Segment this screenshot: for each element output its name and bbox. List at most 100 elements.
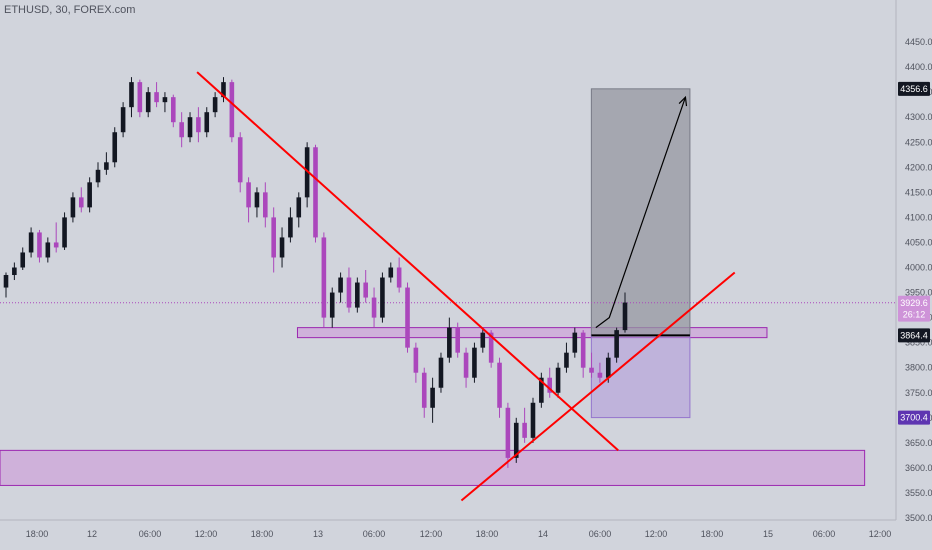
y-tick-label: 3950.0 (905, 288, 932, 298)
candle (254, 187, 260, 218)
candle (555, 362, 561, 398)
candle (120, 102, 126, 138)
candle (614, 327, 619, 363)
candle-body (304, 147, 310, 198)
y-tick-label: 3750.0 (905, 388, 932, 398)
price-label: 4356.6 (898, 81, 930, 96)
candle-body (472, 347, 477, 378)
candle-body (78, 197, 84, 208)
candle-body (28, 232, 34, 253)
y-tick-label: 4300.0 (905, 112, 932, 122)
candle (112, 127, 118, 168)
candle-body (112, 132, 118, 163)
candle-body (179, 122, 184, 138)
candle-body (522, 422, 527, 438)
candle (564, 342, 569, 373)
y-tick-label: 3550.0 (905, 488, 932, 498)
x-tick-label: 18:00 (26, 529, 49, 539)
symbol-label: ETHUSD, 30, FOREX.com (4, 4, 136, 16)
candle (204, 107, 210, 138)
candle (70, 192, 76, 223)
y-tick-label: 4050.0 (905, 237, 932, 247)
candle (145, 87, 151, 118)
support-zone-0 (296, 327, 768, 339)
candle (137, 79, 143, 118)
candle-body (87, 182, 92, 208)
candle-body (413, 347, 419, 373)
candle-body (338, 277, 343, 293)
candle-body (329, 292, 335, 318)
candle-body (204, 112, 210, 133)
candle-body (572, 332, 578, 353)
y-tick-label: 4000.0 (905, 263, 932, 273)
candle (447, 317, 452, 363)
candle (480, 327, 486, 353)
trendline-1 (460, 271, 736, 502)
candle-body (221, 82, 226, 98)
candle-body (246, 182, 251, 208)
candle (405, 282, 410, 353)
candle-body (279, 237, 285, 258)
candle (363, 270, 368, 303)
price-label-text: 3929.6 (900, 298, 928, 308)
candle (221, 77, 226, 103)
candle-body (355, 282, 360, 308)
y-tick-label: 4450.0 (905, 37, 932, 47)
candle-body (104, 162, 109, 170)
x-tick-label: 06:00 (363, 529, 386, 539)
candle-body (555, 367, 561, 393)
candle-body (145, 92, 151, 113)
candle (580, 330, 586, 378)
candle-body (229, 82, 235, 138)
candle-body (497, 362, 502, 408)
candle-body (187, 117, 193, 138)
candle (12, 262, 17, 281)
price-label-text: 4356.6 (900, 84, 928, 94)
candle-body (288, 217, 293, 238)
y-tick-label: 3850.0 (905, 338, 932, 348)
price-label-bg (898, 307, 930, 322)
price-label-text: 26:12 (903, 310, 926, 320)
candle (179, 112, 184, 148)
price-label-bg (898, 295, 930, 310)
candle (321, 232, 327, 328)
candle-body (313, 147, 318, 238)
candle-body (62, 217, 67, 248)
candle-body (371, 297, 377, 318)
candle (37, 229, 42, 263)
candle (547, 367, 553, 398)
candle-body (438, 357, 444, 388)
candle (329, 287, 335, 328)
candle-body (12, 267, 17, 276)
x-tick-label: 12:00 (869, 529, 892, 539)
x-tick-label: 12 (87, 529, 97, 539)
candle-body (530, 402, 536, 438)
candle (154, 82, 159, 108)
candle (229, 79, 235, 143)
candle (430, 377, 435, 423)
candle-body (70, 197, 76, 218)
candle-body (547, 377, 553, 393)
candle-body (380, 277, 385, 318)
x-tick-label: 06:00 (589, 529, 612, 539)
candle (104, 152, 109, 175)
candle (20, 247, 26, 271)
x-tick-label: 18:00 (476, 529, 499, 539)
y-tick-label: 4250.0 (905, 137, 932, 147)
candle-body (137, 82, 143, 113)
candle-body (254, 192, 260, 208)
x-tick-label: 15 (763, 529, 773, 539)
y-tick-label: 3600.0 (905, 463, 932, 473)
candle (187, 112, 193, 143)
x-tick-label: 14 (538, 529, 548, 539)
candle (572, 327, 578, 358)
x-tick-label: 06:00 (139, 529, 162, 539)
price-label-bg (898, 81, 930, 96)
candle-body (405, 287, 410, 348)
candle-body (539, 377, 544, 403)
candle (455, 322, 461, 358)
candle (53, 222, 59, 253)
candle (380, 272, 385, 323)
candle-body (388, 267, 394, 278)
